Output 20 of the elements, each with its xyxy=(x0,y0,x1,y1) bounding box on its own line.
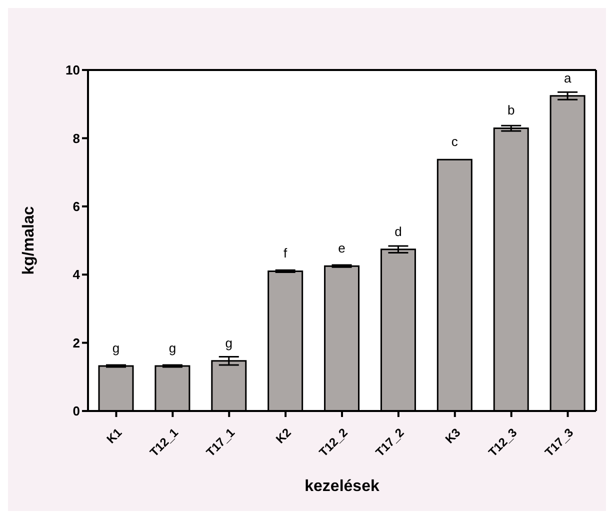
y-tick-label: 4 xyxy=(72,267,81,282)
y-tick-label: 0 xyxy=(72,404,80,419)
annotation: d xyxy=(394,224,402,239)
annotation: b xyxy=(507,102,515,118)
y-axis-title: kg/malac xyxy=(20,206,38,275)
x-tick-label: K3 xyxy=(442,425,464,446)
x-tick-label: K1 xyxy=(104,425,125,446)
annotation: e xyxy=(338,240,346,256)
y-tick-label: 2 xyxy=(72,335,80,350)
annotation: g xyxy=(225,335,233,350)
annotation: f xyxy=(284,246,288,261)
x-tick-label: K2 xyxy=(273,425,294,446)
y-tick-label: 6 xyxy=(72,199,80,214)
annotation: c xyxy=(451,134,458,150)
annotation: g xyxy=(168,340,176,356)
annotation: g xyxy=(112,340,120,356)
y-tick-label: 8 xyxy=(72,130,80,146)
annotation: a xyxy=(564,70,572,86)
y-tick-label: 10 xyxy=(66,62,80,78)
x-axis-title: kezelések xyxy=(304,478,380,495)
